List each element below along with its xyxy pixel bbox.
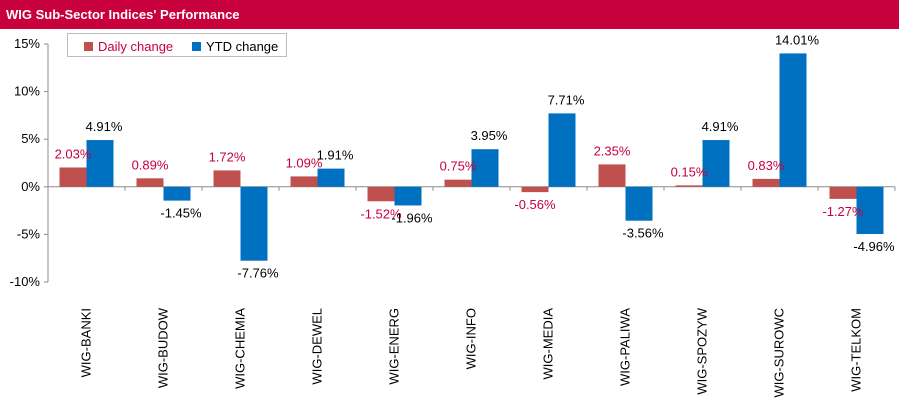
bar-ytd-change [548, 113, 576, 187]
x-category-label: WIG-ENERG [387, 308, 402, 385]
legend-item-ytd: YTD change [192, 38, 278, 54]
data-label-ytd: 14.01% [775, 32, 820, 47]
legend-swatch-daily [84, 41, 93, 51]
data-label-ytd: 7.71% [548, 92, 585, 107]
data-label-ytd: 3.95% [471, 128, 508, 143]
data-label-daily: -1.52% [360, 206, 402, 221]
y-tick-label: 5% [21, 131, 40, 146]
data-label-daily: 1.09% [286, 155, 323, 170]
bar-ytd-change [856, 186, 884, 235]
data-label-daily: 0.15% [671, 164, 708, 179]
legend-label-daily: Daily change [98, 38, 174, 54]
data-label-daily: 2.03% [55, 146, 92, 161]
legend-label-ytd: YTD change [206, 38, 279, 54]
bar-ytd-change [240, 186, 268, 261]
x-category-label: WIG-BUDOW [156, 307, 171, 388]
bar-daily-change [521, 186, 549, 193]
bar-daily-change [367, 186, 395, 202]
x-category-label: WIG-MEDIA [541, 308, 556, 380]
data-label-daily: 0.89% [132, 157, 169, 172]
data-label-ytd: 4.91% [702, 119, 739, 134]
bar-daily-change [444, 179, 472, 187]
x-category-label: WIG-BANKI [79, 308, 94, 377]
bar-ytd-change [86, 140, 114, 187]
bar-daily-change [752, 178, 780, 187]
y-tick-label: -5% [17, 226, 41, 241]
data-label-daily: 1.72% [209, 149, 246, 164]
data-label-ytd: -1.45% [160, 206, 202, 221]
data-label-daily: -1.27% [822, 204, 864, 219]
data-label-ytd: -3.56% [622, 226, 664, 241]
y-tick-label: -10% [10, 274, 41, 289]
y-tick-label: 10% [14, 84, 40, 99]
bar-ytd-change [702, 140, 730, 187]
bar-daily-change [598, 164, 626, 187]
data-label-ytd: -4.96% [853, 239, 895, 254]
data-label-daily: -0.56% [514, 197, 556, 212]
legend-item-daily: Daily change [84, 38, 173, 54]
x-category-label: WIG-TELKOM [849, 308, 864, 392]
bar-daily-change [290, 176, 318, 187]
data-label-ytd: -1.96% [391, 210, 433, 225]
x-category-label: WIG-SPOZYW [695, 307, 710, 394]
data-label-daily: 0.75% [440, 159, 477, 174]
bar-daily-change [59, 167, 87, 187]
y-tick-label: 15% [14, 36, 40, 51]
data-label-ytd: 1.91% [317, 148, 354, 163]
x-category-label: WIG-INFO [464, 308, 479, 369]
bar-daily-change [675, 185, 703, 187]
title-bar: WIG Sub-Sector Indices' Performance [0, 0, 899, 29]
legend: Daily change YTD change [67, 33, 287, 57]
bar-ytd-change [394, 186, 422, 206]
x-category-label: WIG-CHEMIA [233, 308, 248, 389]
data-label-daily: 2.35% [594, 143, 631, 158]
x-category-label: WIG-SUROWC [772, 308, 787, 398]
y-tick-label: 0% [21, 179, 40, 194]
bar-ytd-change [163, 186, 191, 201]
bar-daily-change [829, 186, 857, 199]
data-label-ytd: -7.76% [237, 266, 279, 281]
data-label-ytd: 4.91% [86, 119, 123, 134]
legend-swatch-ytd [192, 41, 201, 51]
bar-daily-change [136, 178, 164, 187]
x-category-label: WIG-PALIWA [618, 308, 633, 386]
x-category-label: WIG-DEWEL [310, 308, 325, 385]
bar-ytd-change [317, 168, 345, 187]
data-label-daily: 0.83% [748, 158, 785, 173]
chart-title: WIG Sub-Sector Indices' Performance [6, 7, 240, 22]
bar-daily-change [213, 170, 241, 187]
bar-ytd-change [471, 149, 499, 187]
bar-ytd-change [625, 186, 653, 221]
bar-ytd-change [779, 53, 807, 187]
